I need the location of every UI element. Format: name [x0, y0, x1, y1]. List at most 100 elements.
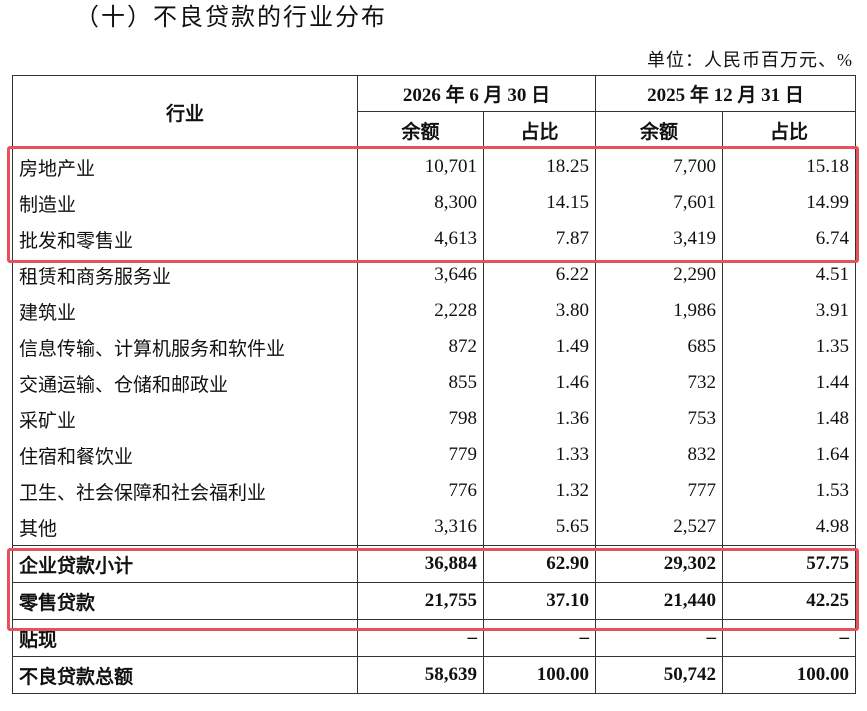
industry-name: 租赁和商务服务业 — [12, 257, 358, 293]
cell-value: 6.74 — [722, 221, 857, 257]
table-row: 其他 3,316 5.65 2,527 4.98 — [12, 509, 857, 546]
industry-name: 批发和零售业 — [12, 221, 358, 257]
cell-value: 1.35 — [722, 329, 857, 365]
cell-value: 57.75 — [722, 545, 857, 583]
table-row: 采矿业 798 1.36 753 1.48 — [12, 401, 857, 437]
industry-name: 其他 — [12, 509, 358, 546]
cell-value: 1.64 — [722, 437, 857, 473]
cell-value: 832 — [595, 437, 724, 473]
industry-name: 零售贷款 — [12, 582, 358, 620]
cell-value: – — [722, 619, 857, 657]
cell-value: 732 — [595, 365, 724, 401]
industry-name: 信息传输、计算机服务和软件业 — [12, 329, 358, 365]
cell-value: 8,300 — [357, 185, 484, 221]
table-row: 交通运输、仓储和邮政业 855 1.46 732 1.44 — [12, 365, 857, 401]
cell-value: 18.25 — [482, 148, 597, 185]
period-header: 2026 年 6 月 30 日 — [356, 75, 597, 112]
cell-value: 7,700 — [595, 148, 724, 185]
industry-name: 制造业 — [12, 185, 358, 221]
cell-value: – — [482, 619, 597, 657]
cell-value: 4.51 — [722, 257, 857, 293]
cell-value: 3,316 — [357, 509, 484, 546]
table-row: 批发和零售业 4,613 7.87 3,419 6.74 — [12, 221, 857, 257]
industry-name: 交通运输、仓储和邮政业 — [12, 365, 358, 401]
cell-value: 1.53 — [722, 473, 857, 509]
industry-name: 卫生、社会保障和社会福利业 — [12, 473, 358, 509]
cell-value: 58,639 — [357, 656, 484, 694]
column-header: 占比 — [722, 111, 857, 149]
industry-name: 采矿业 — [12, 401, 358, 437]
cell-value: 42.25 — [722, 582, 857, 620]
cell-value: 3.91 — [722, 293, 857, 329]
cell-value: 7.87 — [482, 221, 597, 257]
industry-name: 房地产业 — [12, 148, 358, 185]
table-row: 建筑业 2,228 3.80 1,986 3.91 — [12, 293, 857, 329]
unit-note: 单位：人民币百万元、% — [647, 50, 853, 70]
table-row: 企业贷款小计 36,884 62.90 29,302 57.75 — [12, 545, 857, 583]
industry-name: 企业贷款小计 — [12, 545, 358, 583]
table-row: 租赁和商务服务业 3,646 6.22 2,290 4.51 — [12, 257, 857, 293]
cell-value: 4.98 — [722, 509, 857, 546]
cell-value: 855 — [357, 365, 484, 401]
cell-value: 50,742 — [595, 656, 724, 694]
cell-value: 36,884 — [357, 545, 484, 583]
cell-value: 685 — [595, 329, 724, 365]
industry-name: 贴现 — [12, 619, 358, 657]
table-row: 房地产业 10,701 18.25 7,700 15.18 — [12, 148, 857, 185]
cell-value: 1.33 — [482, 437, 597, 473]
cell-value: 1,986 — [595, 293, 724, 329]
period-header: 2025 年 12 月 31 日 — [595, 75, 857, 112]
industry-name: 住宿和餐饮业 — [12, 437, 358, 473]
industry-name: 建筑业 — [12, 293, 358, 329]
cell-value: 776 — [357, 473, 484, 509]
industry-header: 行业 — [12, 75, 358, 149]
cell-value: 100.00 — [482, 656, 597, 694]
cell-value: 1.49 — [482, 329, 597, 365]
highlight-box — [7, 548, 859, 631]
cell-value: 2,527 — [595, 509, 724, 546]
cell-value: 1.44 — [722, 365, 857, 401]
cell-value: 1.48 — [722, 401, 857, 437]
cell-value: 7,601 — [595, 185, 724, 221]
cell-value: 100.00 — [722, 656, 857, 694]
table-row: 不良贷款总额 58,639 100.00 50,742 100.00 — [12, 656, 857, 694]
npl-table: 行业 2026 年 6 月 30 日 2025 年 12 月 31 日 余额 占比… — [12, 75, 857, 694]
cell-value: 753 — [595, 401, 724, 437]
cell-value: – — [357, 619, 484, 657]
highlight-box — [7, 146, 859, 263]
cell-value: 1.32 — [482, 473, 597, 509]
cell-value: 872 — [357, 329, 484, 365]
cell-value: 2,290 — [595, 257, 724, 293]
cell-value: 62.90 — [482, 545, 597, 583]
cell-value: – — [595, 619, 724, 657]
cell-value: 777 — [595, 473, 724, 509]
column-header: 余额 — [357, 111, 484, 149]
industry-name: 不良贷款总额 — [12, 656, 358, 694]
cell-value: 37.10 — [482, 582, 597, 620]
cell-value: 14.99 — [722, 185, 857, 221]
cell-value: 4,613 — [357, 221, 484, 257]
table-row: 制造业 8,300 14.15 7,601 14.99 — [12, 185, 857, 221]
table-row: 零售贷款 21,755 37.10 21,440 42.25 — [12, 582, 857, 620]
cell-value: 3.80 — [482, 293, 597, 329]
cell-value: 1.36 — [482, 401, 597, 437]
cell-value: 5.65 — [482, 509, 597, 546]
table-row: 信息传输、计算机服务和软件业 872 1.49 685 1.35 — [12, 329, 857, 365]
cell-value: 779 — [357, 437, 484, 473]
cell-value: 14.15 — [482, 185, 597, 221]
cell-value: 3,646 — [357, 257, 484, 293]
cell-value: 21,755 — [357, 582, 484, 620]
cell-value: 15.18 — [722, 148, 857, 185]
cell-value: 2,228 — [357, 293, 484, 329]
table-row: 卫生、社会保障和社会福利业 776 1.32 777 1.53 — [12, 473, 857, 509]
cell-value: 1.46 — [482, 365, 597, 401]
table-row: 贴现 – – – – — [12, 619, 857, 657]
cell-value: 21,440 — [595, 582, 724, 620]
table-row: 住宿和餐饮业 779 1.33 832 1.64 — [12, 437, 857, 473]
section-title: （十）不良贷款的行业分布 — [75, 5, 387, 31]
cell-value: 798 — [357, 401, 484, 437]
column-header: 余额 — [595, 111, 724, 149]
cell-value: 6.22 — [482, 257, 597, 293]
cell-value: 3,419 — [595, 221, 724, 257]
